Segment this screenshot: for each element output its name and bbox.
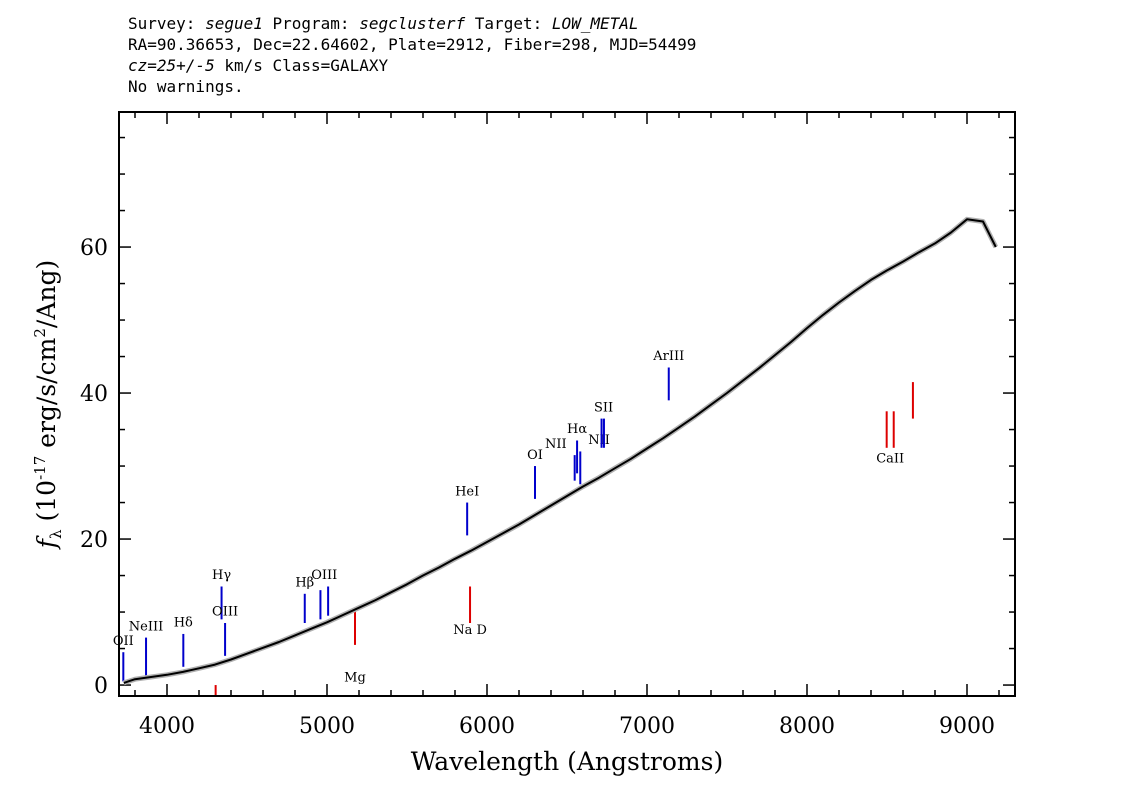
- line-label: NII: [588, 433, 610, 448]
- x-tick-label: 7000: [619, 714, 675, 739]
- line-label: Mg: [344, 670, 366, 685]
- header-line-3: cz=25+/-5 km/s Class=GALAXY: [128, 55, 696, 76]
- target-value: LOW_METAL: [551, 14, 639, 33]
- y-tick-label: 40: [80, 382, 108, 407]
- axis-ticks: [119, 112, 1015, 696]
- plot-frame: [118, 111, 1016, 697]
- y-tick-label: 60: [80, 236, 108, 261]
- program-label: Program:: [262, 14, 360, 33]
- spectrum-header: Survey: segue1 Program: segclusterf Targ…: [128, 13, 696, 97]
- program-value: segclusterf: [359, 14, 466, 33]
- spectrum-line: [123, 218, 997, 684]
- line-label: NeIII: [129, 619, 163, 634]
- spectrum-series: [123, 216, 999, 686]
- y-tick-label: 0: [94, 674, 108, 699]
- line-label: NII: [545, 437, 567, 452]
- line-label: Hβ: [295, 576, 314, 591]
- line-label: CaII: [876, 451, 904, 466]
- line-label: HeI: [455, 484, 479, 499]
- line-label: OIII: [212, 605, 238, 620]
- line-label: Hδ: [174, 616, 193, 631]
- line-label: OI: [527, 448, 543, 463]
- line-label: Hγ: [212, 568, 231, 583]
- x-tick-label: 8000: [779, 714, 835, 739]
- x-tick-label: 5000: [299, 714, 355, 739]
- y-tick-label: 20: [80, 528, 108, 553]
- header-line-2: RA=90.36653, Dec=22.64602, Plate=2912, F…: [128, 35, 697, 54]
- x-tick-label: 4000: [139, 714, 195, 739]
- line-label: Hα: [567, 422, 587, 437]
- class-text: km/s Class=GALAXY: [214, 56, 389, 75]
- header-line-1: Survey: segue1 Program: segclusterf Targ…: [128, 13, 696, 34]
- redshift-value: cz=25+/-5: [128, 56, 215, 75]
- y-axis-title: fλ (10-17 erg/s/cm2/Ang): [31, 260, 65, 550]
- line-label: OIII: [311, 568, 337, 583]
- target-label: Target:: [465, 14, 552, 33]
- survey-value: segue1: [205, 14, 263, 33]
- header-line-4: No warnings.: [128, 77, 244, 96]
- line-label: ArIII: [652, 349, 684, 364]
- survey-label: Survey:: [128, 14, 206, 33]
- x-tick-label: 6000: [459, 714, 515, 739]
- line-label: Na D: [453, 623, 487, 638]
- line-label: SII: [594, 400, 613, 415]
- x-tick-label: 9000: [939, 714, 995, 739]
- axis-tick-labels: 4000 5000 6000 7000 8000 9000 0 20 40 60: [80, 236, 995, 739]
- x-axis-title: Wavelength (Angstroms): [411, 747, 723, 776]
- line-label: OII: [113, 634, 134, 649]
